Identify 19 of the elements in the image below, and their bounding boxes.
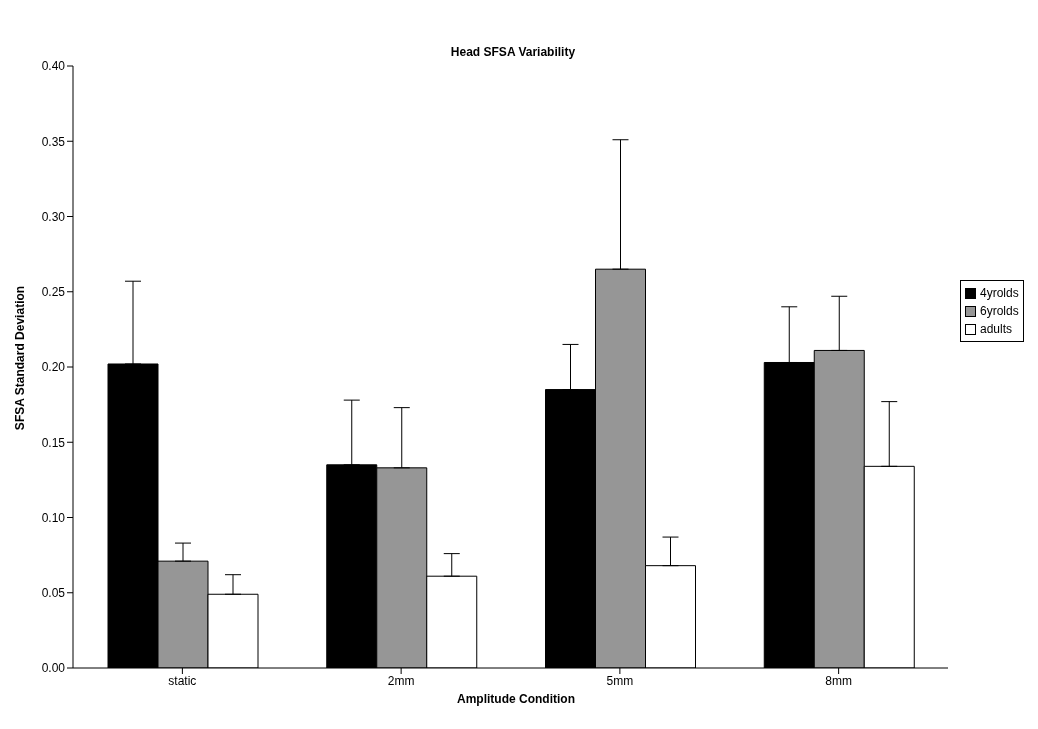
legend-label: 6yrolds [980, 304, 1019, 318]
legend-label: 4yrolds [980, 286, 1019, 300]
x-tick-label: 5mm [606, 673, 634, 688]
x-tick-label: 2mm [387, 673, 415, 688]
y-tick-label: 0.05 [41, 586, 66, 601]
y-tick-label: 0.30 [41, 209, 66, 224]
x-tick-label: 8mm [825, 673, 852, 688]
y-tick-label: 0.00 [41, 661, 66, 676]
y-tick-label: 0.40 [41, 59, 66, 74]
legend-label: adults [980, 322, 1013, 336]
y-tick-label: 0.15 [41, 435, 66, 450]
y-tick-label: 0.25 [41, 285, 66, 300]
x-axis-title: Amplitude Condition [456, 692, 576, 706]
y-axis-title: SFSA Standard Deviation [13, 285, 27, 431]
y-tick-label: 0.20 [41, 360, 66, 375]
y-tick-label: 0.35 [41, 134, 66, 149]
chart-title: Head SFSA Variability [449, 45, 577, 59]
x-tick-label: static [168, 673, 197, 688]
y-tick-label: 0.10 [41, 510, 66, 525]
